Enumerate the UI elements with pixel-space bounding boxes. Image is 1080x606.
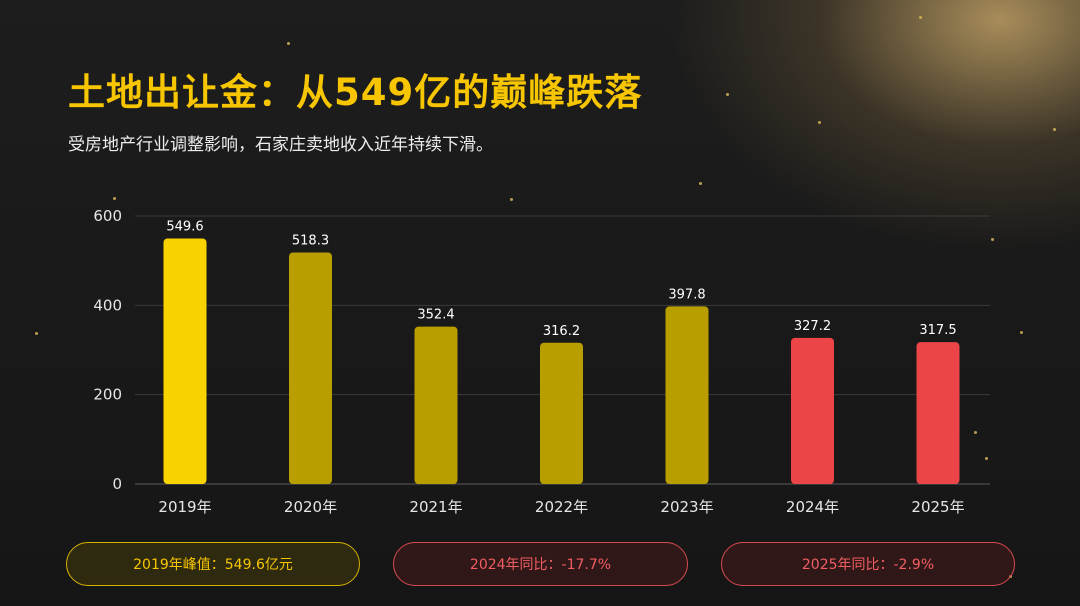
star-decoration (818, 121, 821, 124)
y-tick-label: 200 (93, 386, 122, 404)
bar (540, 342, 583, 484)
bar (665, 306, 709, 484)
x-tick-label: 2020年 (284, 498, 337, 516)
bar-data-label: 317.5 (919, 323, 956, 338)
bar (414, 326, 458, 484)
x-tick-label: 2023年 (660, 498, 713, 516)
bar-data-label: 518.3 (292, 233, 329, 248)
star-decoration (113, 197, 116, 200)
bar-data-label: 352.4 (417, 308, 454, 323)
x-tick-label: 2019年 (158, 498, 211, 516)
bar-data-label: 397.8 (668, 287, 705, 302)
x-tick-label: 2025年 (911, 498, 964, 516)
y-tick-label: 400 (93, 296, 122, 314)
page-title: 土地出让金：从549亿的巅峰跌落 (68, 71, 643, 114)
star-decoration (974, 431, 977, 434)
x-tick-label: 2021年 (409, 498, 462, 516)
bar-data-label: 549.6 (166, 220, 203, 235)
bar (163, 238, 207, 484)
peak-callout: 2019年峰值：549.6亿元 (66, 542, 360, 586)
star-decoration (919, 16, 922, 19)
y-tick-label: 600 (93, 207, 122, 225)
bar-data-label: 316.2 (543, 324, 580, 339)
star-decoration (1020, 331, 1023, 334)
star-decoration (287, 42, 290, 45)
x-tick-label: 2022年 (535, 498, 588, 516)
bar (916, 342, 960, 484)
star-decoration (35, 332, 38, 335)
star-decoration (510, 198, 513, 201)
y-tick-label: 0 (112, 475, 122, 493)
bar-data-label: 327.2 (794, 319, 831, 334)
star-decoration (726, 93, 729, 96)
star-decoration (699, 182, 702, 185)
x-tick-label: 2024年 (786, 498, 839, 516)
page-subtitle: 受房地产行业调整影响，石家庄卖地收入近年持续下滑。 (68, 135, 493, 155)
bar (791, 337, 834, 484)
yoy-2025-callout: 2025年同比：-2.9% (721, 542, 1015, 586)
star-decoration (1053, 128, 1056, 131)
star-decoration (985, 457, 988, 460)
bar (289, 252, 332, 484)
star-decoration (991, 238, 994, 241)
yoy-2024-callout: 2024年同比：-17.7% (393, 542, 688, 586)
